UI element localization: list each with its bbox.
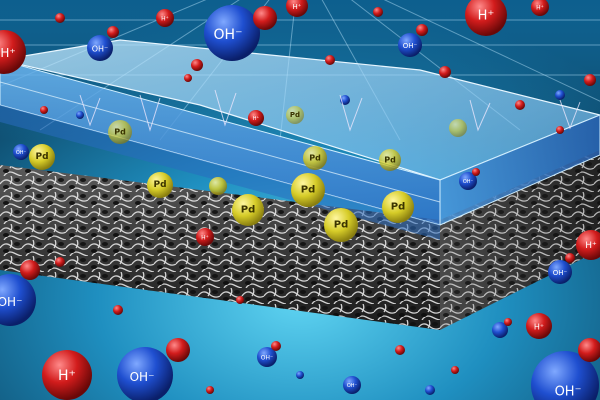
svg-text:Pd: Pd	[114, 128, 126, 137]
proton: H⁺	[156, 9, 174, 27]
energy-sparks	[79, 89, 581, 132]
svg-text:Pd: Pd	[334, 220, 349, 231]
svg-text:OH⁻: OH⁻	[130, 370, 155, 384]
svg-text:H⁺: H⁺	[58, 368, 76, 384]
pd-particle: Pd	[232, 194, 264, 226]
svg-text:Pd: Pd	[290, 111, 300, 119]
small-atoms	[40, 7, 596, 395]
hydroxide-ion	[492, 318, 512, 338]
hydroxide-ion: OH⁻	[117, 338, 190, 400]
proton: H⁺	[576, 230, 600, 260]
svg-text:H⁺: H⁺	[534, 323, 544, 332]
svg-text:Pd: Pd	[153, 180, 166, 190]
svg-text:Pd: Pd	[384, 156, 396, 165]
svg-text:OH⁻: OH⁻	[403, 42, 418, 50]
proton: H⁺	[0, 30, 26, 74]
proton: H⁺	[526, 313, 552, 339]
svg-text:OH⁻: OH⁻	[261, 355, 273, 362]
proton: H⁺	[248, 110, 264, 126]
hydroxide-ion: OH⁻	[343, 376, 361, 394]
proton: H⁺	[465, 0, 507, 36]
pd-particle: Pd	[303, 146, 327, 170]
pd-particle: Pd	[382, 191, 414, 223]
svg-text:H⁺: H⁺	[585, 241, 597, 251]
pd-particle: Pd	[286, 106, 304, 124]
pd-particle: Pd	[379, 149, 401, 171]
pd-particle	[449, 119, 467, 137]
svg-text:Pd: Pd	[301, 185, 316, 196]
svg-text:Pd: Pd	[309, 154, 321, 163]
hydroxide-ion: OH⁻	[13, 144, 29, 160]
pd-particle: Pd	[324, 208, 358, 242]
svg-text:H⁺: H⁺	[293, 3, 302, 11]
pd-particle: Pd	[147, 172, 173, 198]
svg-text:H⁺: H⁺	[161, 16, 169, 23]
proton: H⁺	[196, 228, 214, 246]
hydroxide-ion: OH⁻	[398, 24, 428, 57]
pd-particle: Pd	[291, 173, 325, 207]
svg-text:H⁺: H⁺	[253, 116, 260, 122]
svg-text:OH⁻: OH⁻	[463, 179, 474, 185]
svg-text:H⁺: H⁺	[478, 9, 495, 24]
pd-particle: Pd	[108, 120, 132, 144]
svg-text:OH⁻: OH⁻	[214, 27, 243, 43]
proton: H⁺	[42, 350, 92, 400]
svg-text:OH⁻: OH⁻	[347, 383, 358, 389]
svg-text:OH⁻: OH⁻	[553, 269, 568, 277]
hydroxide-ion: OH⁻	[204, 5, 277, 61]
svg-text:OH⁻: OH⁻	[0, 295, 22, 309]
svg-text:Pd: Pd	[391, 202, 406, 213]
proton: H⁺	[286, 0, 308, 17]
svg-text:H⁺: H⁺	[536, 5, 544, 12]
hydroxide-ion: OH⁻	[0, 260, 40, 326]
svg-text:H⁺: H⁺	[0, 46, 15, 60]
hydroxide-ion: OH⁻	[531, 338, 600, 400]
hydroxide-ion: OH⁻	[548, 253, 575, 284]
svg-text:OH⁻: OH⁻	[555, 385, 582, 400]
pd-particle	[209, 177, 227, 195]
hydroxide-ion: OH⁻	[257, 341, 281, 367]
svg-text:OH⁻: OH⁻	[92, 45, 109, 54]
svg-text:Pd: Pd	[35, 152, 48, 162]
pd-particle: Pd	[29, 144, 55, 170]
hydroxide-ion: OH⁻	[459, 168, 480, 190]
svg-text:OH⁻: OH⁻	[16, 150, 27, 156]
svg-text:H⁺: H⁺	[201, 235, 209, 242]
proton: H⁺	[531, 0, 549, 16]
hydroxide-ion: OH⁻	[87, 26, 119, 61]
svg-text:Pd: Pd	[241, 205, 256, 216]
